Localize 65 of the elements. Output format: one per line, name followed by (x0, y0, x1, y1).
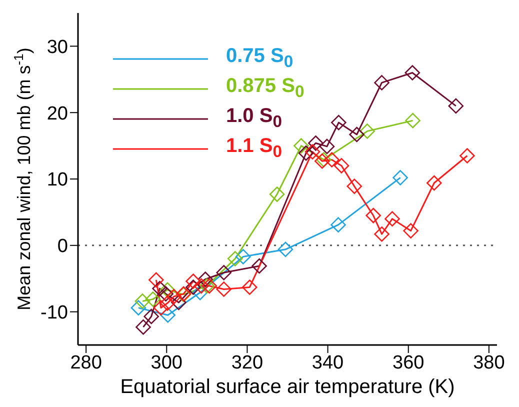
point (346, 178, 362, 194)
y-tick-label: -10 (40, 302, 68, 324)
y-tick-label: 30 (46, 36, 68, 58)
point (392, 170, 408, 186)
point (304, 144, 320, 160)
point (130, 300, 146, 316)
point (366, 208, 381, 224)
point (308, 135, 324, 151)
point (198, 272, 213, 287)
legend-label: 0.75 S$_{0}$ (226, 44, 294, 73)
point (426, 175, 442, 191)
point (384, 211, 400, 226)
y-tick-label: 0 (57, 236, 68, 258)
x-axis-title: Equatorial surface air temperature (K) (120, 376, 455, 398)
point (404, 65, 420, 80)
point (319, 138, 335, 154)
point (374, 75, 390, 90)
x-tick-label: 380 (473, 352, 505, 374)
point (236, 249, 251, 264)
x-tick-label: 280 (70, 352, 102, 374)
point (448, 98, 464, 114)
point (294, 138, 309, 154)
x-tick-label: 360 (392, 352, 424, 374)
legend-label: 1.0 S$_{0}$ (226, 104, 282, 133)
point (331, 114, 346, 130)
point (269, 186, 285, 202)
point (324, 152, 340, 168)
point (186, 280, 201, 295)
point (349, 126, 364, 142)
point (148, 272, 164, 288)
point (171, 294, 186, 310)
point (216, 282, 232, 297)
point (460, 148, 475, 164)
point (158, 286, 174, 302)
point (144, 308, 159, 324)
legend-label: 0.875 S$_{0}$ (226, 74, 304, 103)
point (242, 280, 258, 295)
point (152, 280, 168, 296)
point (160, 296, 176, 311)
point (403, 223, 418, 238)
point (405, 112, 420, 128)
point (330, 217, 346, 232)
point (278, 242, 294, 258)
point (160, 282, 176, 298)
point (227, 251, 243, 266)
y-tick-label: 20 (46, 103, 68, 124)
x-tick-label: 300 (150, 352, 182, 374)
x-tick-label: 340 (312, 352, 344, 374)
point (216, 264, 232, 280)
point (145, 292, 161, 307)
point (136, 319, 151, 335)
point (194, 278, 209, 294)
point (186, 274, 201, 289)
legend-label: 1.1 S$_{0}$ (226, 134, 282, 163)
point (298, 145, 314, 161)
y-tick-label: 10 (46, 170, 68, 191)
point (192, 284, 208, 300)
point (166, 288, 182, 304)
point (334, 158, 350, 174)
point (252, 258, 267, 274)
point (360, 124, 375, 139)
point (374, 226, 390, 242)
point (153, 300, 169, 316)
point (134, 294, 150, 309)
x-tick-label: 320 (231, 352, 264, 374)
